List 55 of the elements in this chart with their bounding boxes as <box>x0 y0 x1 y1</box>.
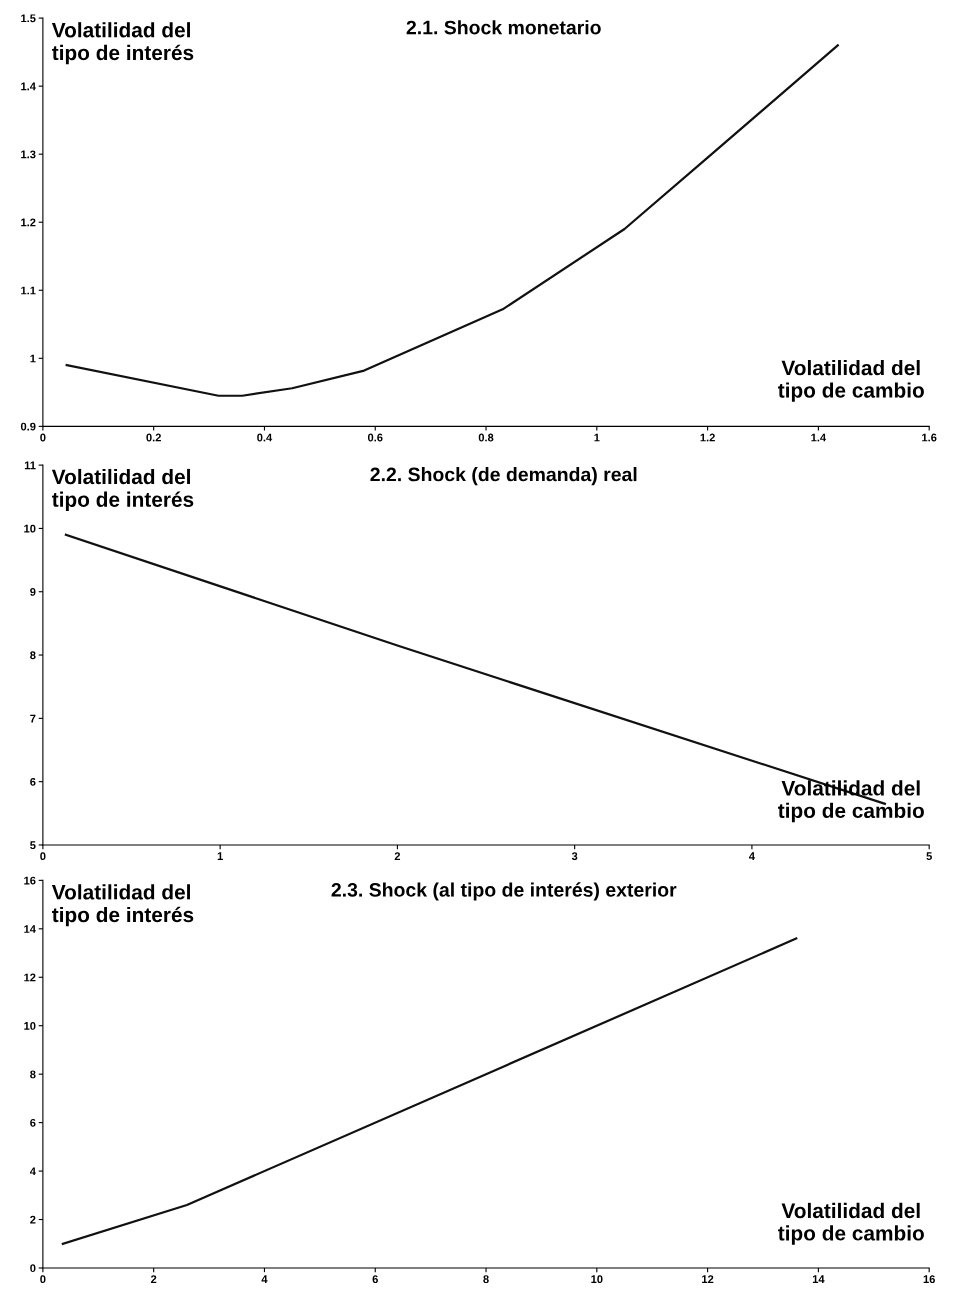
x-tick-label: 4 <box>261 1275 268 1283</box>
y-tick-label: 1.3 <box>21 150 36 159</box>
y-tick-label: 10 <box>24 524 36 533</box>
y-axis-title: Volatilidad del tipo de interés <box>51 468 194 511</box>
x-tick-label: 6 <box>372 1275 378 1284</box>
y-tick-label: 8 <box>30 1070 36 1079</box>
y-tick-label: 9 <box>30 588 36 596</box>
x-tick-label: 0.2 <box>146 433 161 442</box>
y-tick-label: 1 <box>30 354 36 363</box>
y-tick-label: 0 <box>30 1264 36 1273</box>
y-tick-label: 16 <box>24 876 36 885</box>
x-tick-label: 0 <box>40 433 46 442</box>
x-tick-label: 1 <box>217 852 223 860</box>
y-tick-label: 1.1 <box>21 286 36 295</box>
x-tick-label: 2 <box>394 852 401 860</box>
x-axis-title: Volatilidad del tipo de cambio <box>778 1202 924 1245</box>
x-tick-label: 12 <box>702 1275 714 1283</box>
y-axis-title: Volatilidad del tipo de interés <box>51 22 194 65</box>
x-tick-label: 4 <box>749 852 755 860</box>
x-tick-label: 1.4 <box>811 433 827 442</box>
y-axis-title: Volatilidad del tipo de interés <box>51 884 194 927</box>
x-tick-label: 16 <box>923 1275 935 1284</box>
y-tick-label: 1.2 <box>21 218 36 227</box>
y-tick-label: 8 <box>30 651 36 660</box>
y-tick-label: 14 <box>24 925 36 933</box>
x-axis-title: Volatilidad del tipo de cambio <box>778 360 924 402</box>
x-tick-label: 10 <box>591 1275 603 1284</box>
x-tick-label: 1.2 <box>700 433 715 442</box>
x-tick-label: 2 <box>150 1275 157 1283</box>
x-tick-label: 0.8 <box>478 433 494 442</box>
x-tick-label: 5 <box>926 852 932 861</box>
x-tick-label: 0.6 <box>367 433 383 442</box>
x-tick-label: 14 <box>812 1275 825 1283</box>
y-tick-label: 1.4 <box>21 82 36 91</box>
x-tick-label: 0.4 <box>257 433 273 442</box>
x-tick-label: 3 <box>571 852 578 861</box>
y-tick-label: 12 <box>24 973 36 982</box>
y-tick-label: 6 <box>30 777 36 786</box>
x-tick-label: 8 <box>483 1275 489 1284</box>
y-tick-label: 1.5 <box>21 14 36 23</box>
y-tick-label: 6 <box>30 1118 36 1127</box>
y-tick-label: 11 <box>24 461 36 470</box>
x-tick-label: 1.6 <box>922 433 937 442</box>
y-tick-label: 5 <box>30 841 36 850</box>
chart-title: 2.2. Shock (de demanda) real <box>370 467 637 486</box>
x-tick-label: 0 <box>40 1275 46 1284</box>
chart-title: 2.1. Shock monetario <box>406 20 601 35</box>
chart-title: 2.3. Shock (al tipo de interés) exterior <box>331 882 677 901</box>
x-tick-label: 1 <box>594 433 600 442</box>
y-tick-label: 4 <box>29 1167 36 1176</box>
y-tick-label: 7 <box>30 714 36 723</box>
y-tick-label: 0.9 <box>20 422 36 431</box>
y-tick-label: 10 <box>24 1021 36 1030</box>
x-tick-label: 0 <box>40 852 46 861</box>
y-tick-label: 2 <box>30 1215 36 1224</box>
